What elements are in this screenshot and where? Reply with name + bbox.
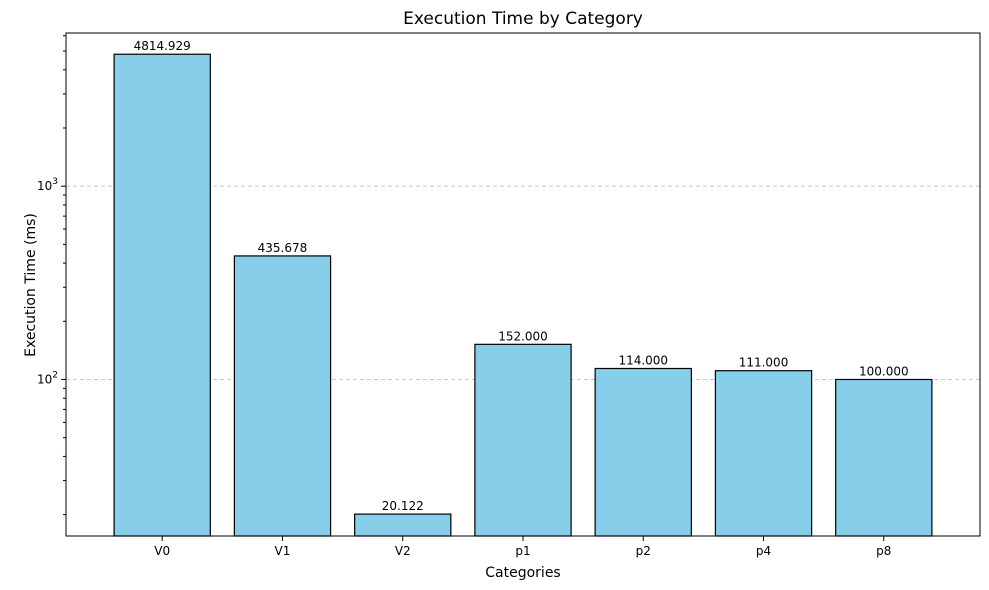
y-tick-label: 102 <box>37 370 58 386</box>
chart-title: Execution Time by Category <box>403 9 643 29</box>
y-tick-label: 103 <box>37 177 58 193</box>
y-axis-label: Execution Time (ms) <box>23 213 39 357</box>
x-tick-label-p1: p1 <box>515 544 530 558</box>
data-label-v1: 435.678 <box>258 241 308 255</box>
bar-p4 <box>714 370 813 537</box>
x-tick-label-v0: V0 <box>154 544 170 558</box>
data-label-p4: 111.000 <box>739 356 789 370</box>
bar-v0 <box>113 53 211 537</box>
x-tick-label-p2: p2 <box>636 544 651 558</box>
bar-v2 <box>354 513 452 537</box>
x-axis-label: Categories <box>485 565 560 581</box>
x-tick-label-p8: p8 <box>876 544 891 558</box>
x-ticks: V0 V1 V2 p1 p2 p4 p8 <box>154 536 891 558</box>
data-label-v2: 20.122 <box>382 499 424 513</box>
bar-p8 <box>835 378 933 537</box>
bar-v1 <box>233 255 332 537</box>
x-tick-label-p4: p4 <box>756 544 771 558</box>
x-tick-label-v1: V1 <box>275 544 291 558</box>
bars <box>113 53 933 537</box>
bar-p2 <box>594 367 692 537</box>
plot-frame <box>65 32 981 537</box>
data-label-p8: 100.000 <box>859 364 909 378</box>
y-ticks: 102 103 <box>37 35 66 516</box>
data-labels: 4814.929 435.678 20.122 152.000 114.000 111.0… <box>134 39 909 513</box>
bar-p1 <box>474 343 572 537</box>
x-tick-label-v2: V2 <box>395 544 411 558</box>
data-label-v0: 4814.929 <box>134 39 191 53</box>
data-label-p2: 114.000 <box>618 353 668 367</box>
data-label-p1: 152.000 <box>498 329 548 343</box>
